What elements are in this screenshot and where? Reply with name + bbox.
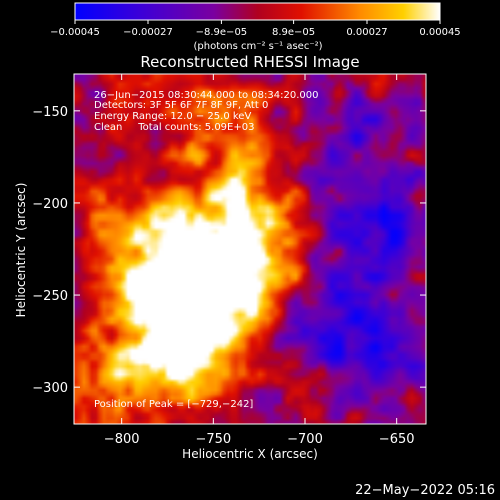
colorbar-tick-label: 0.00027 bbox=[346, 27, 387, 38]
y-axis-label: Heliocentric Y (arcsec) bbox=[14, 183, 28, 318]
colorbar-tick-label: −0.00027 bbox=[123, 27, 173, 38]
y-tick-label: −150 bbox=[32, 105, 68, 120]
heatmap-plot: −800 −750 −700 −650 −150 −200 −250 −300 bbox=[32, 73, 427, 447]
axis-ticks: −800 −750 −700 −650 −150 −200 −250 −300 bbox=[32, 74, 426, 447]
x-tick-label: −700 bbox=[287, 432, 323, 447]
colorbar-tick-label: 8.9e−05 bbox=[272, 27, 315, 38]
heatmap-image bbox=[74, 74, 426, 424]
colorbar-ticks: −0.00045 −0.00027 −8.9e−05 8.9e−05 0.00027 0.… bbox=[50, 20, 461, 38]
annotation-time-range: 26−Jun−2015 08:30:44.000 to 08:34:20.000 bbox=[94, 90, 319, 101]
y-tick-label: −300 bbox=[32, 381, 68, 396]
x-tick-label: −800 bbox=[104, 432, 140, 447]
y-tick-label: −250 bbox=[32, 289, 68, 304]
x-axis-label: Heliocentric X (arcsec) bbox=[182, 447, 318, 461]
x-tick-label: −650 bbox=[379, 432, 415, 447]
x-tick-label: −750 bbox=[195, 432, 231, 447]
annotation-energy-range: Energy Range: 12.0 − 25.0 keV bbox=[94, 111, 251, 122]
colorbar-scale bbox=[74, 2, 441, 21]
colorbar-unit-label: (photons cm⁻² s⁻¹ asec⁻²) bbox=[193, 41, 322, 52]
chart-title: Reconstructed RHESSI Image bbox=[140, 53, 359, 71]
colorbar-tick-label: −8.9e−05 bbox=[196, 27, 248, 38]
annotation-clean-counts: Clean Total counts: 5.09E+03 bbox=[94, 122, 254, 133]
peak-position-label: Position of Peak = [−729,−242] bbox=[94, 399, 253, 410]
info-annotations: 26−Jun−2015 08:30:44.000 to 08:34:20.000… bbox=[94, 90, 319, 410]
colorbar-tick-label: 0.00045 bbox=[419, 27, 460, 38]
plot-frame bbox=[73, 73, 427, 425]
colorbar: −0.00045 −0.00027 −8.9e−05 8.9e−05 0.00027 0.… bbox=[50, 2, 461, 52]
plot-timestamp: 22−May−2022 05:16 bbox=[355, 483, 495, 498]
annotation-detectors: Detectors: 3F 5F 6F 7F 8F 9F, Att 0 bbox=[94, 100, 268, 111]
colorbar-tick-label: −0.00045 bbox=[50, 27, 100, 38]
y-tick-label: −200 bbox=[32, 197, 68, 212]
